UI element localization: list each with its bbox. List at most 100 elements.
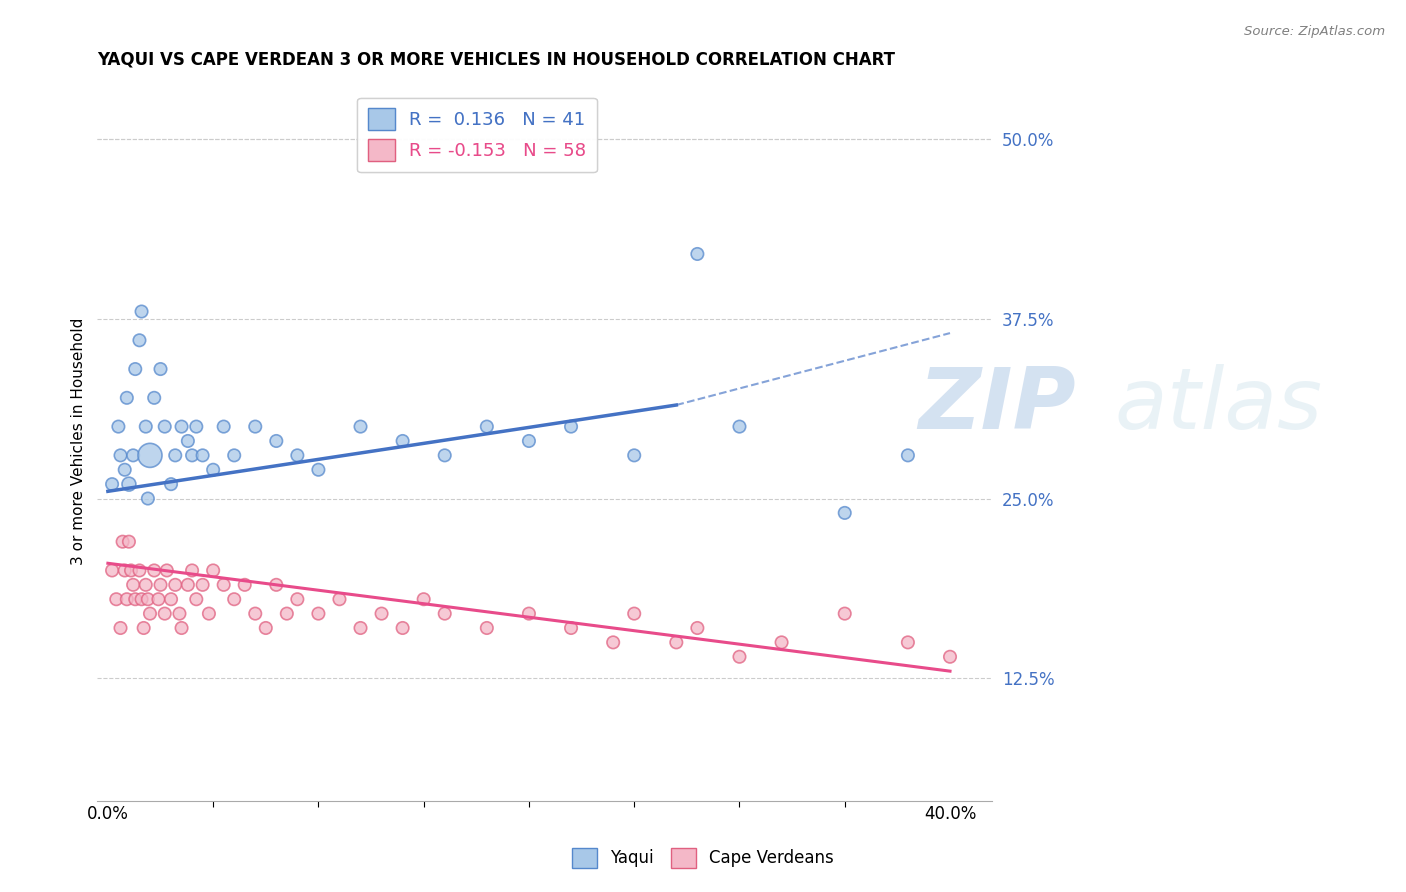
Point <box>202 564 225 578</box>
Point <box>110 449 132 463</box>
Text: Source: ZipAtlas.com: Source: ZipAtlas.com <box>1244 25 1385 38</box>
Point <box>122 578 145 592</box>
Point <box>245 607 267 621</box>
Point <box>897 635 920 649</box>
Point <box>475 419 498 434</box>
Point <box>132 621 155 635</box>
Point <box>623 449 645 463</box>
Point <box>186 419 208 434</box>
Point <box>118 534 141 549</box>
Point <box>517 607 540 621</box>
Point <box>139 607 162 621</box>
Point <box>136 491 159 506</box>
Point <box>114 564 136 578</box>
Point <box>686 247 709 261</box>
Point <box>160 477 183 491</box>
Point <box>177 578 200 592</box>
Legend: Yaqui, Cape Verdeans: Yaqui, Cape Verdeans <box>565 841 841 875</box>
Point <box>897 449 920 463</box>
Point <box>128 333 150 347</box>
Point <box>101 477 124 491</box>
Point <box>115 592 138 607</box>
Point <box>156 564 179 578</box>
Point <box>349 419 371 434</box>
Point <box>136 592 159 607</box>
Point <box>170 419 193 434</box>
Point <box>834 506 856 520</box>
Point <box>170 621 193 635</box>
Point <box>131 592 153 607</box>
Point <box>307 607 329 621</box>
Point <box>686 621 709 635</box>
Point <box>135 419 157 434</box>
Point <box>191 449 214 463</box>
Point <box>148 592 170 607</box>
Point <box>770 635 793 649</box>
Point <box>266 578 288 592</box>
Point <box>665 635 688 649</box>
Point <box>186 592 208 607</box>
Point <box>191 578 214 592</box>
Point <box>105 592 128 607</box>
Point <box>124 362 146 376</box>
Point <box>285 449 308 463</box>
Point <box>111 534 134 549</box>
Point <box>560 419 582 434</box>
Point <box>212 419 235 434</box>
Point <box>143 391 166 405</box>
Point <box>101 564 124 578</box>
Point <box>433 607 456 621</box>
Point <box>128 564 150 578</box>
Point <box>139 449 162 463</box>
Point <box>122 449 145 463</box>
Point <box>728 419 751 434</box>
Y-axis label: 3 or more Vehicles in Household: 3 or more Vehicles in Household <box>72 318 86 565</box>
Point <box>602 635 624 649</box>
Point <box>114 463 136 477</box>
Point <box>120 564 142 578</box>
Point <box>328 592 350 607</box>
Point <box>728 649 751 664</box>
Point <box>939 649 962 664</box>
Point <box>131 304 153 318</box>
Text: YAQUI VS CAPE VERDEAN 3 OR MORE VEHICLES IN HOUSEHOLD CORRELATION CHART: YAQUI VS CAPE VERDEAN 3 OR MORE VEHICLES… <box>97 51 896 69</box>
Point <box>433 449 456 463</box>
Point <box>153 607 176 621</box>
Point <box>276 607 298 621</box>
Point <box>202 463 225 477</box>
Point <box>391 621 413 635</box>
Point <box>285 592 308 607</box>
Point <box>391 434 413 448</box>
Point <box>149 362 172 376</box>
Legend: R =  0.136   N = 41, R = -0.153   N = 58: R = 0.136 N = 41, R = -0.153 N = 58 <box>357 97 598 172</box>
Point <box>153 419 176 434</box>
Point <box>118 477 141 491</box>
Point <box>149 578 172 592</box>
Point <box>181 449 204 463</box>
Point <box>834 607 856 621</box>
Point <box>623 607 645 621</box>
Point <box>412 592 434 607</box>
Point <box>224 592 246 607</box>
Point <box>181 564 204 578</box>
Point <box>212 578 235 592</box>
Text: atlas: atlas <box>1114 364 1322 447</box>
Point <box>245 419 267 434</box>
Point <box>110 621 132 635</box>
Point <box>370 607 392 621</box>
Point <box>254 621 277 635</box>
Point <box>177 434 200 448</box>
Point <box>165 578 187 592</box>
Point <box>143 564 166 578</box>
Point <box>124 592 146 607</box>
Text: ZIP: ZIP <box>918 364 1076 447</box>
Point <box>233 578 256 592</box>
Point <box>560 621 582 635</box>
Point <box>349 621 371 635</box>
Point <box>475 621 498 635</box>
Point <box>198 607 221 621</box>
Point <box>107 419 129 434</box>
Point <box>266 434 288 448</box>
Point <box>115 391 138 405</box>
Point <box>224 449 246 463</box>
